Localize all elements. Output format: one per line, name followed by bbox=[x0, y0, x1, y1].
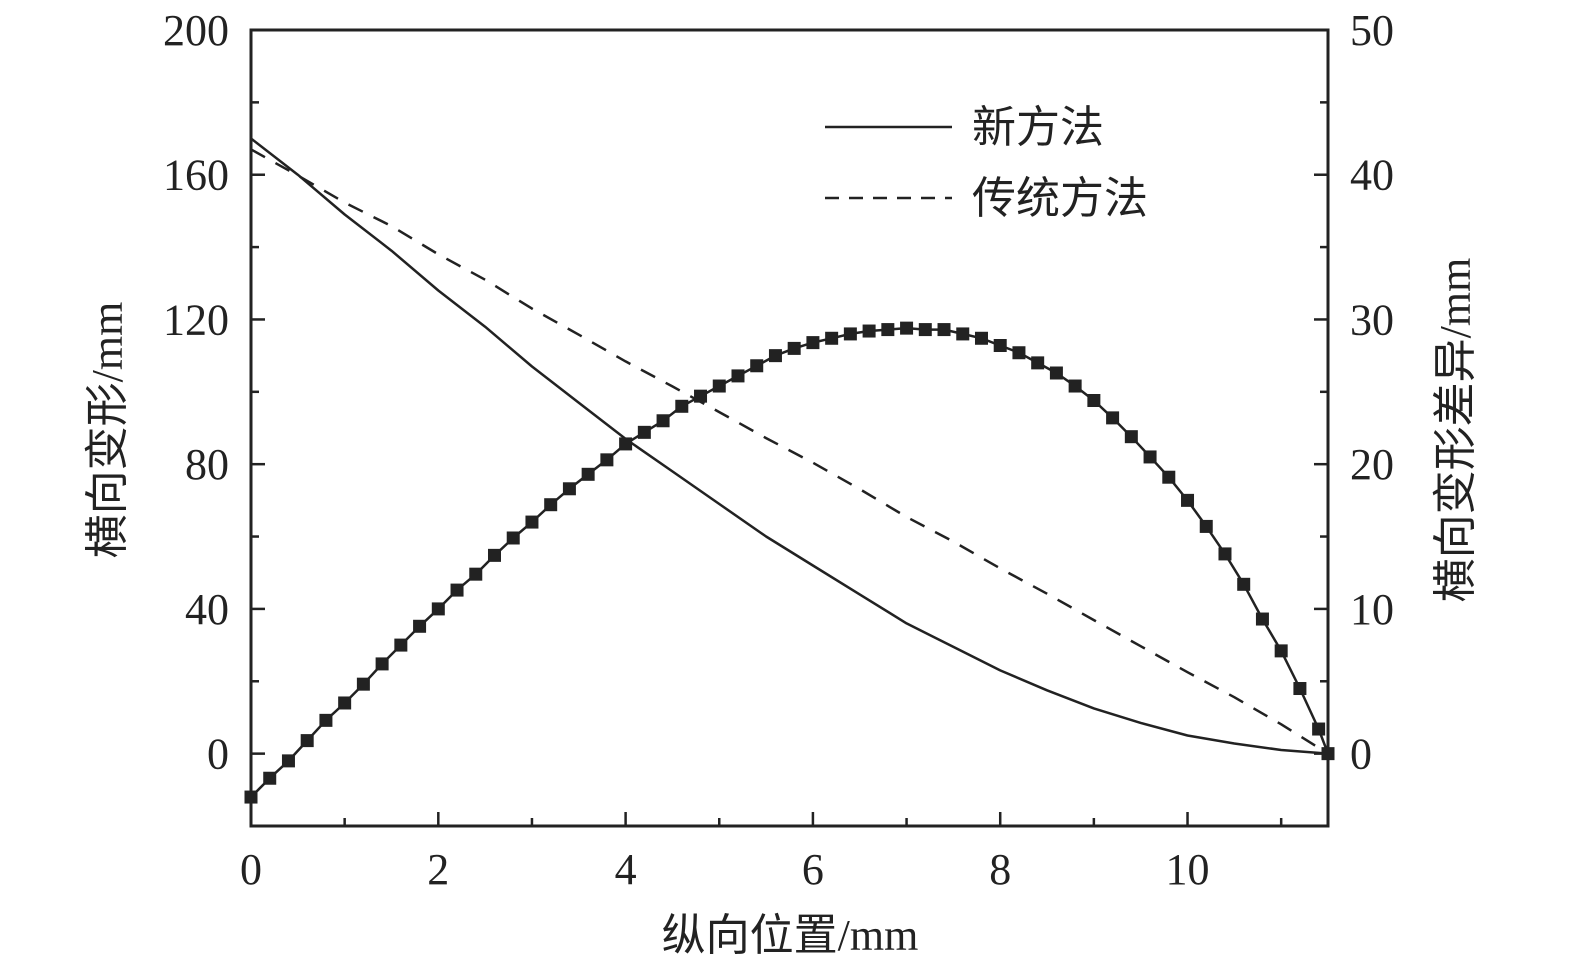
difference-marker bbox=[544, 498, 558, 512]
difference-marker bbox=[413, 619, 427, 633]
difference-marker bbox=[1049, 366, 1063, 380]
difference-marker bbox=[375, 657, 389, 671]
difference-marker bbox=[900, 321, 914, 335]
y-left-tick-label: 40 bbox=[185, 585, 229, 634]
difference-marker bbox=[694, 389, 708, 403]
y-right-tick-label: 10 bbox=[1350, 585, 1394, 634]
legend: 新方法 传统方法 bbox=[825, 103, 1148, 223]
series-traditional-method-line bbox=[250, 148, 1329, 755]
difference-marker bbox=[525, 515, 539, 529]
difference-marker bbox=[1106, 411, 1120, 425]
y-left-tick-label: 120 bbox=[163, 295, 229, 344]
plot-frame bbox=[249, 28, 1330, 828]
difference-marker bbox=[656, 414, 670, 428]
difference-marker bbox=[300, 734, 314, 748]
difference-marker bbox=[768, 349, 782, 363]
x-tick-label: 0 bbox=[240, 845, 262, 894]
difference-marker bbox=[338, 696, 352, 710]
difference-marker bbox=[956, 327, 970, 341]
difference-marker bbox=[937, 323, 951, 337]
difference-marker bbox=[281, 754, 295, 768]
y-right-tick-label: 30 bbox=[1350, 295, 1394, 344]
difference-marker bbox=[506, 531, 520, 545]
difference-marker bbox=[356, 677, 370, 691]
difference-marker bbox=[787, 341, 801, 355]
y-left-tick-label: 160 bbox=[163, 151, 229, 200]
difference-marker bbox=[750, 359, 764, 373]
difference-marker bbox=[1087, 394, 1101, 408]
series-layer bbox=[244, 137, 1335, 804]
series-difference-line bbox=[250, 326, 1330, 798]
difference-marker bbox=[974, 331, 988, 345]
x-tick-label: 10 bbox=[1166, 845, 1210, 894]
difference-marker bbox=[1181, 493, 1195, 507]
y-left-tick-label: 80 bbox=[185, 440, 229, 489]
difference-marker bbox=[637, 425, 651, 439]
legend-label-traditional-method: 传统方法 bbox=[972, 174, 1148, 223]
difference-marker bbox=[600, 453, 614, 467]
difference-marker bbox=[1162, 470, 1176, 484]
difference-marker bbox=[843, 327, 857, 341]
x-tick-label: 2 bbox=[427, 845, 449, 894]
y-left-tick-label: 0 bbox=[207, 730, 229, 779]
difference-marker bbox=[450, 583, 464, 597]
difference-marker bbox=[1199, 519, 1213, 533]
difference-marker bbox=[1012, 346, 1026, 360]
legend-label-new-method: 新方法 bbox=[972, 103, 1104, 152]
difference-marker bbox=[1031, 356, 1045, 370]
x-axis-title: 纵向位置/mm bbox=[662, 911, 919, 960]
ticks bbox=[249, 28, 1328, 828]
difference-marker bbox=[881, 323, 895, 337]
difference-marker bbox=[806, 336, 820, 350]
y-right-tick-label: 40 bbox=[1350, 151, 1394, 200]
y-right-tick-label: 0 bbox=[1350, 730, 1372, 779]
difference-marker bbox=[825, 331, 839, 345]
series-new-method-line bbox=[250, 137, 1329, 755]
difference-marker bbox=[487, 548, 501, 562]
difference-marker bbox=[712, 379, 726, 393]
difference-marker bbox=[619, 437, 633, 451]
difference-marker bbox=[731, 369, 745, 383]
difference-marker bbox=[1293, 682, 1307, 696]
difference-marker bbox=[1312, 722, 1326, 736]
difference-marker bbox=[562, 482, 576, 496]
difference-marker bbox=[581, 467, 595, 481]
difference-marker bbox=[263, 771, 277, 785]
difference-marker bbox=[993, 339, 1007, 353]
difference-marker bbox=[469, 567, 483, 581]
difference-marker bbox=[394, 638, 408, 652]
difference-marker bbox=[1255, 612, 1269, 626]
difference-marker bbox=[1143, 450, 1157, 464]
difference-marker bbox=[1274, 644, 1288, 658]
x-tick-label: 6 bbox=[802, 845, 824, 894]
y-right-tick-label: 20 bbox=[1350, 440, 1394, 489]
difference-marker bbox=[319, 713, 333, 727]
tick-labels: 0 2 4 6 8 10 0 40 80 120 160 200 0 10 20 30 40 50 bbox=[163, 6, 1394, 894]
difference-marker bbox=[675, 399, 689, 413]
x-tick-label: 8 bbox=[989, 845, 1011, 894]
x-tick-label: 4 bbox=[615, 845, 637, 894]
difference-marker bbox=[918, 323, 932, 337]
difference-marker bbox=[862, 324, 876, 338]
difference-marker bbox=[1237, 577, 1251, 591]
difference-marker bbox=[1068, 379, 1082, 393]
difference-marker bbox=[1124, 430, 1138, 444]
difference-marker bbox=[431, 602, 445, 616]
y-right-tick-label: 50 bbox=[1350, 6, 1394, 55]
y-axis-left-title: 横向变形/mm bbox=[83, 302, 132, 559]
difference-marker bbox=[1218, 547, 1232, 561]
y-axis-right-title: 横向变形差异/mm bbox=[1431, 258, 1480, 603]
y-left-tick-label: 200 bbox=[163, 6, 229, 55]
